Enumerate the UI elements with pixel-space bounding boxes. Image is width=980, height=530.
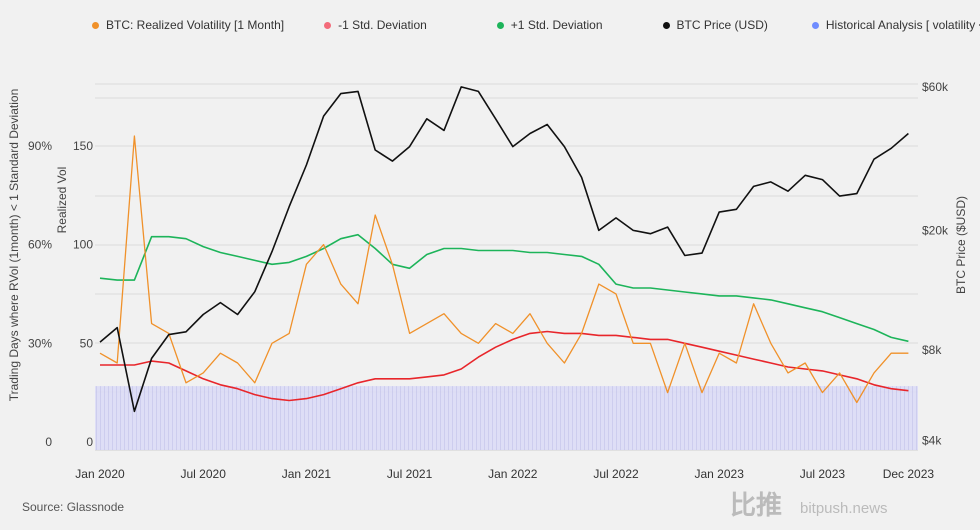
legend-label: -1 Std. Deviation <box>338 18 427 32</box>
y-left-tick-label: 0 <box>86 435 93 449</box>
legend-item[interactable]: Historical Analysis [ volatility < -σ] <box>811 18 980 32</box>
x-tick-label: Jan 2023 <box>695 467 745 481</box>
realized-vol-line <box>99 135 909 404</box>
y-right-tick-label: $20k <box>922 223 949 237</box>
minus-std-line <box>100 330 909 402</box>
legend-marker <box>324 21 332 29</box>
legend-item[interactable]: BTC: Realized Volatility [1 Month] <box>92 18 284 32</box>
legend-item[interactable]: BTC Price (USD) <box>662 18 768 32</box>
x-tick-label: Jan 2020 <box>75 467 125 481</box>
x-tick-label: Dec 2023 <box>883 467 935 481</box>
y-left-tick-label: 100 <box>73 238 93 252</box>
y-right-axis-title: BTC Price ($USD) <box>954 196 968 294</box>
x-tick-label: Jan 2022 <box>488 467 538 481</box>
x-tick-label: Jan 2021 <box>282 467 332 481</box>
y-outer-axis-title: Trading Days where RVol (1month) < 1 Sta… <box>7 89 21 402</box>
legend-label: +1 Std. Deviation <box>510 18 603 32</box>
x-tick-label: Jul 2023 <box>800 467 846 481</box>
y-right-tick-label: $8k <box>922 343 942 357</box>
x-tick-label: Jul 2021 <box>387 467 433 481</box>
y-right-tick-label: $4k <box>922 434 942 448</box>
x-tick-label: Jul 2022 <box>593 467 639 481</box>
legend-item[interactable]: -1 Std. Deviation <box>324 18 427 32</box>
y-left-axis-title: Realized Vol <box>55 167 69 234</box>
legend-marker <box>496 21 504 29</box>
legend-label: Historical Analysis [ volatility < -σ] <box>825 18 980 32</box>
btc-price-line <box>99 86 909 413</box>
y-outer-tick-label: 0 <box>45 435 52 449</box>
legend-label: BTC Price (USD) <box>676 18 768 32</box>
historical-analysis-area <box>95 386 918 450</box>
y-outer-tick-label: 60% <box>28 238 52 252</box>
y-outer-tick-label: 30% <box>28 336 52 350</box>
legend-label: BTC: Realized Volatility [1 Month] <box>106 18 285 32</box>
legend-marker <box>662 21 670 29</box>
y-left-tick-label: 50 <box>80 336 94 350</box>
legend-marker <box>811 21 819 29</box>
y-outer-tick-label: 90% <box>28 139 52 153</box>
watermark-en: bitpush.news <box>800 500 888 517</box>
legend-marker <box>92 21 99 29</box>
y-right-tick-label: $60k <box>922 80 949 94</box>
plus-std-line <box>99 233 909 343</box>
x-tick-label: Jul 2020 <box>181 467 227 481</box>
y-left-tick-label: 150 <box>73 139 93 153</box>
source-note: Source: Glassnode <box>22 500 125 514</box>
watermark-cn: 比推 <box>730 490 783 520</box>
chart-legend: BTC: Realized Volatility [1 Month] -1 Std… <box>92 18 980 32</box>
legend-item[interactable]: +1 Std. Deviation <box>496 18 603 32</box>
